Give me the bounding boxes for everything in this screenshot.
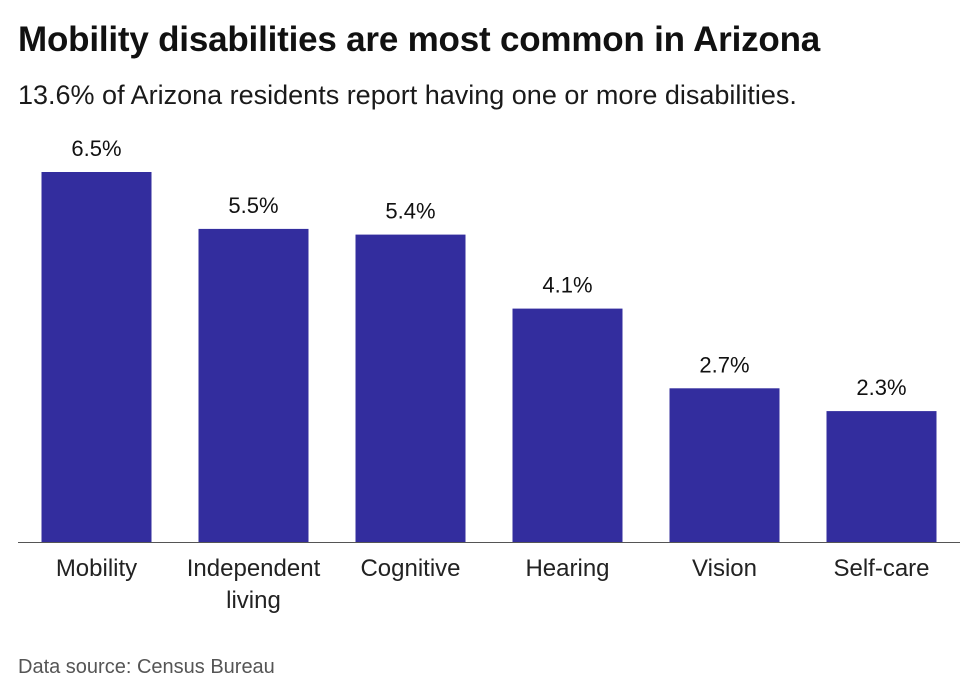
chart-title: Mobility disabilities are most common in… (18, 20, 821, 59)
x-tick-label-line: Vision (692, 555, 757, 582)
x-tick-label-line: Independent (187, 555, 321, 582)
x-tick-label-line: living (226, 587, 281, 614)
x-tick-label: Cognitive (360, 555, 460, 582)
x-tick-label: Independent living (187, 555, 321, 614)
bar-self-care (826, 411, 937, 542)
data-label: 5.4% (385, 199, 435, 224)
data-label: 2.3% (856, 375, 906, 400)
data-source-note: Data source: Census Bureau (18, 656, 275, 678)
x-tick-label-line: Self-care (833, 555, 929, 582)
bar-vision (669, 388, 780, 542)
bar-independent-living (198, 228, 309, 542)
chart-subtitle: 13.6% of Arizona residents report having… (18, 80, 797, 110)
x-tick-label: Hearing (525, 555, 609, 582)
x-tick-label: Vision (692, 555, 757, 582)
x-tick-label: Mobility (56, 555, 137, 582)
data-label: 5.5% (228, 193, 278, 218)
bar-hearing (512, 308, 623, 542)
data-label: 2.7% (699, 352, 749, 377)
data-label: 6.5% (71, 136, 121, 161)
x-tick-label: Self-care (833, 555, 929, 582)
x-tick-label-line: Cognitive (360, 555, 460, 582)
bar-mobility (41, 172, 152, 542)
x-tick-label-line: Hearing (525, 555, 609, 582)
x-tick-label-line: Mobility (56, 555, 137, 582)
data-label: 4.1% (542, 273, 592, 298)
bar-cognitive (355, 234, 466, 542)
